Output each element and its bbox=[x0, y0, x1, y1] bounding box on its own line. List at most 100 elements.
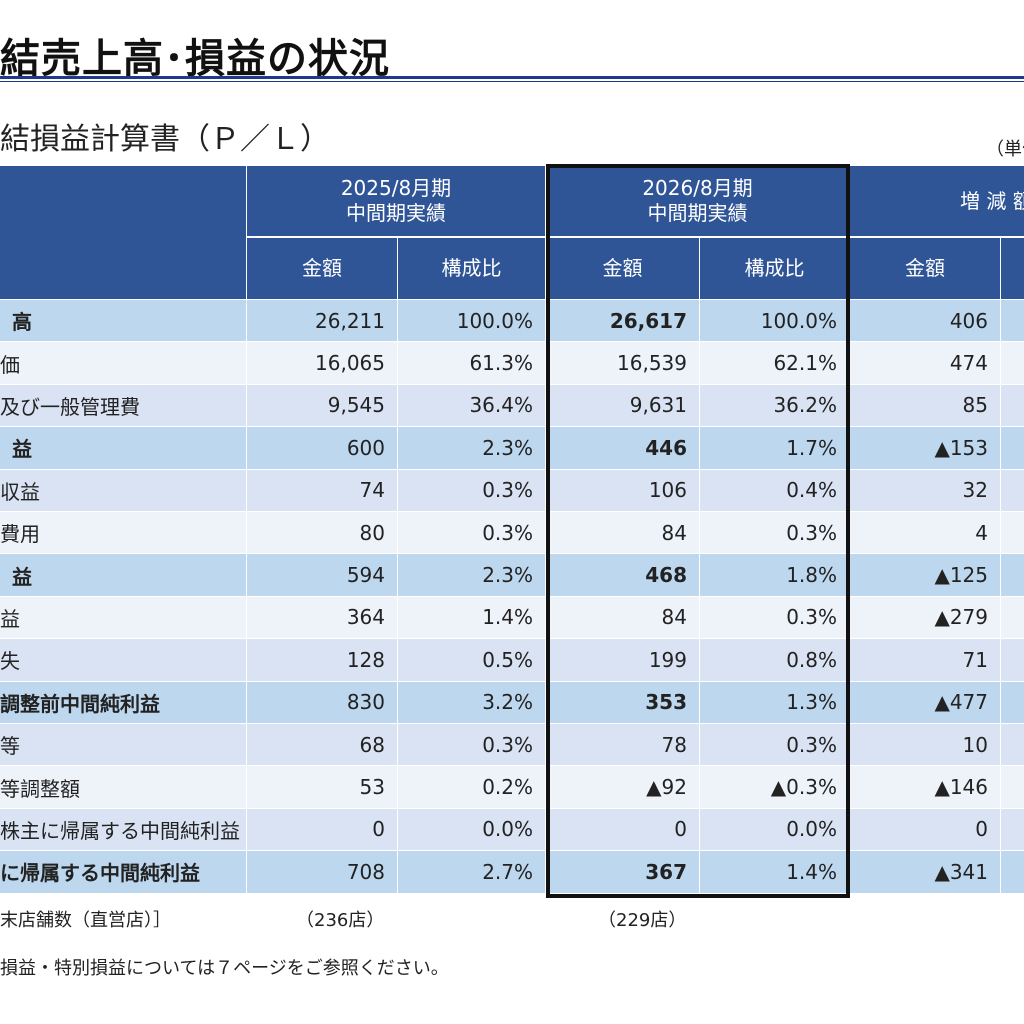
cell-label: 益 bbox=[0, 606, 20, 631]
subheader-diff-amount: 金額 bbox=[850, 238, 1000, 299]
cell-label: に帰属する中間純利益 bbox=[0, 861, 200, 886]
table-row bbox=[0, 469, 1024, 511]
footnote: 損益・特別損益については７ページをご参照ください。 bbox=[0, 958, 449, 979]
cell-cur-amount: 84 bbox=[661, 605, 687, 630]
table-row bbox=[0, 596, 1024, 639]
cell-prev-ratio: 36.4% bbox=[469, 393, 533, 418]
cell-cur-ratio: 1.8% bbox=[786, 563, 837, 588]
cell-diff: ▲341 bbox=[934, 859, 988, 884]
cell-prev-amount: 830 bbox=[346, 690, 385, 715]
current-period-highlight-box bbox=[546, 164, 850, 898]
cell-prev-ratio: 100.0% bbox=[456, 308, 533, 333]
cell-diff: 71 bbox=[962, 647, 988, 672]
cell-cur-amount: 446 bbox=[645, 435, 687, 460]
cell-prev-ratio: 2.7% bbox=[482, 859, 533, 884]
section-title: 結損益計算書（Ｐ／Ｌ） bbox=[0, 122, 330, 157]
cell-prev-amount: 80 bbox=[359, 520, 385, 545]
subheader-cur-ratio: 構成比 bbox=[700, 238, 849, 299]
cell-label: 失 bbox=[0, 649, 20, 674]
group-header-prev: 2025/8月期 中間期実績 bbox=[247, 166, 545, 236]
cell-label: 調整前中間純利益 bbox=[0, 691, 160, 716]
cell-prev-ratio: 61.3% bbox=[469, 351, 533, 376]
cell-label: 株主に帰属する中間純利益 bbox=[0, 818, 240, 843]
unit-note: （単位 bbox=[986, 139, 1024, 160]
cell-cur-ratio: 0.3% bbox=[786, 520, 837, 545]
table-row bbox=[0, 342, 1024, 384]
cell-cur-ratio: 1.4% bbox=[786, 859, 837, 884]
cell-label: 益 bbox=[12, 564, 32, 589]
cell-prev-ratio: 0.3% bbox=[482, 732, 533, 757]
header-label-corner bbox=[0, 166, 246, 299]
cell-cur-amount: 353 bbox=[645, 690, 687, 715]
cell-label: 収益 bbox=[0, 479, 40, 504]
cell-cur-amount: 26,617 bbox=[609, 308, 687, 333]
cell-cur-ratio: 0.4% bbox=[786, 478, 837, 503]
group-header-diff-line1: 増 減 額 bbox=[960, 188, 1024, 213]
cell-prev-ratio: 2.3% bbox=[482, 435, 533, 460]
cell-prev-ratio: 0.5% bbox=[482, 647, 533, 672]
cell-prev-amount: 594 bbox=[346, 563, 385, 588]
cell-label: 益 bbox=[12, 437, 32, 462]
cell-label: 及び一般管理費 bbox=[0, 394, 140, 419]
cell-prev-amount: 128 bbox=[346, 647, 385, 672]
cell-prev-amount: 53 bbox=[359, 775, 385, 800]
column-separator bbox=[545, 300, 546, 894]
cell-cur-amount: ▲92 bbox=[646, 775, 687, 800]
page-title: 結売上高･損益の状況 bbox=[0, 36, 390, 82]
cell-diff: ▲125 bbox=[934, 563, 988, 588]
cell-diff: 474 bbox=[949, 351, 988, 376]
cell-cur-amount: 0 bbox=[674, 817, 687, 842]
table-row bbox=[0, 681, 1024, 723]
group-header-cur-line1: 2026/8月期 bbox=[642, 176, 753, 200]
cell-cur-amount: 78 bbox=[661, 732, 687, 757]
group-header-prev-line2: 中間期実績 bbox=[346, 201, 446, 225]
cell-diff: 10 bbox=[962, 732, 988, 757]
group-header-diff: 増 減 額 bbox=[850, 166, 1024, 236]
cell-prev-amount: 708 bbox=[346, 859, 385, 884]
cell-prev-amount: 68 bbox=[359, 732, 385, 757]
cell-label: 費用 bbox=[0, 522, 40, 547]
cell-diff: ▲279 bbox=[934, 605, 988, 630]
group-header-cur: 2026/8月期 中間期実績 bbox=[546, 166, 849, 236]
cell-prev-amount: 0 bbox=[372, 817, 385, 842]
table-row bbox=[0, 766, 1024, 808]
table-row bbox=[0, 851, 1024, 893]
cell-cur-ratio: 62.1% bbox=[773, 351, 837, 376]
cell-cur-amount: 367 bbox=[645, 859, 687, 884]
cell-prev-ratio: 0.2% bbox=[482, 775, 533, 800]
cell-diff: 406 bbox=[949, 308, 988, 333]
store-count-cur: （229店） bbox=[598, 910, 687, 931]
cell-cur-ratio: 100.0% bbox=[760, 308, 837, 333]
cell-diff: 85 bbox=[962, 393, 988, 418]
cell-diff: ▲153 bbox=[934, 435, 988, 460]
cell-cur-ratio: 0.0% bbox=[786, 817, 837, 842]
cell-cur-amount: 199 bbox=[648, 647, 687, 672]
cell-prev-amount: 16,065 bbox=[315, 351, 385, 376]
group-header-cur-line2: 中間期実績 bbox=[647, 201, 748, 225]
column-separator bbox=[397, 300, 398, 894]
cell-diff: 32 bbox=[962, 478, 988, 503]
cell-cur-amount: 84 bbox=[661, 520, 687, 545]
cell-cur-amount: 468 bbox=[645, 563, 687, 588]
cell-prev-ratio: 0.3% bbox=[482, 520, 533, 545]
subheader-prev-ratio: 構成比 bbox=[398, 238, 545, 299]
store-count-prev: （236店） bbox=[296, 910, 385, 931]
cell-prev-amount: 26,211 bbox=[315, 308, 385, 333]
cell-prev-amount: 600 bbox=[346, 435, 385, 460]
subheader-cur-amount: 金額 bbox=[546, 238, 699, 299]
table-row bbox=[0, 639, 1024, 681]
pl-table: 2025/8月期 中間期実績 2026/8月期 中間期実績 増 減 額 金額 構… bbox=[0, 166, 1024, 894]
cell-prev-ratio: 1.4% bbox=[482, 605, 533, 630]
cell-cur-ratio: 1.3% bbox=[786, 690, 837, 715]
cell-cur-ratio: 0.3% bbox=[786, 732, 837, 757]
table-row bbox=[0, 724, 1024, 766]
table-row bbox=[0, 384, 1024, 427]
store-count-label: 末店舗数（直営店）］ bbox=[0, 910, 171, 931]
table-row bbox=[0, 300, 1024, 342]
cell-label: 高 bbox=[12, 310, 32, 335]
cell-prev-amount: 9,545 bbox=[327, 393, 385, 418]
table-row bbox=[0, 427, 1024, 469]
cell-cur-ratio: ▲0.3% bbox=[770, 775, 837, 800]
column-separator bbox=[699, 300, 700, 894]
cell-diff: 0 bbox=[975, 817, 988, 842]
